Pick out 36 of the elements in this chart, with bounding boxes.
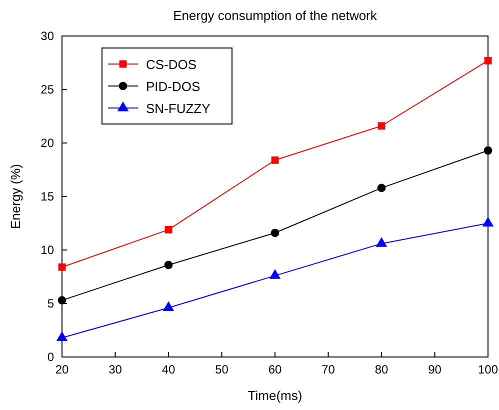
x-axis-title: Time(ms) (248, 388, 302, 403)
x-tick-label: 90 (428, 362, 442, 377)
y-tick-label: 10 (40, 242, 54, 257)
x-tick-label: 70 (322, 362, 336, 377)
point (271, 156, 279, 164)
y-tick-label: 5 (47, 296, 54, 310)
x-tick-label: 50 (215, 362, 229, 377)
point (270, 228, 280, 238)
y-tick-label: 0 (47, 350, 54, 364)
y-tick-label: 20 (40, 136, 54, 150)
point (164, 260, 173, 270)
point (482, 216, 494, 227)
legend-label: PID-DOS (146, 79, 200, 94)
point (269, 269, 281, 279)
legend-label: SN-FUZZY (146, 101, 211, 116)
y-tick-label: 25 (40, 82, 54, 96)
point (58, 263, 66, 271)
point (484, 56, 492, 64)
point (56, 331, 68, 341)
point (164, 226, 172, 234)
point (378, 122, 386, 130)
point (377, 184, 386, 192)
point (376, 237, 388, 247)
point (484, 146, 492, 155)
x-tick-label: 30 (108, 362, 122, 377)
x-tick-label: 40 (162, 362, 176, 377)
y-tick-label: 15 (40, 189, 54, 204)
x-tick-label: 100 (478, 362, 498, 377)
y-tick-label: 30 (40, 28, 54, 43)
x-tick-label: 80 (374, 362, 388, 377)
point (162, 301, 174, 312)
point (58, 296, 66, 304)
chart-title: Energy consumption of the network (173, 8, 378, 23)
x-tick-label: 60 (268, 362, 282, 377)
legend-label: CS-DOS (146, 57, 197, 72)
y-axis-title: Energy (%) (8, 164, 23, 230)
